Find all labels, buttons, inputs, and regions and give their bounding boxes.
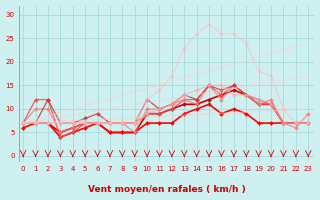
- X-axis label: Vent moyen/en rafales ( km/h ): Vent moyen/en rafales ( km/h ): [88, 185, 246, 194]
